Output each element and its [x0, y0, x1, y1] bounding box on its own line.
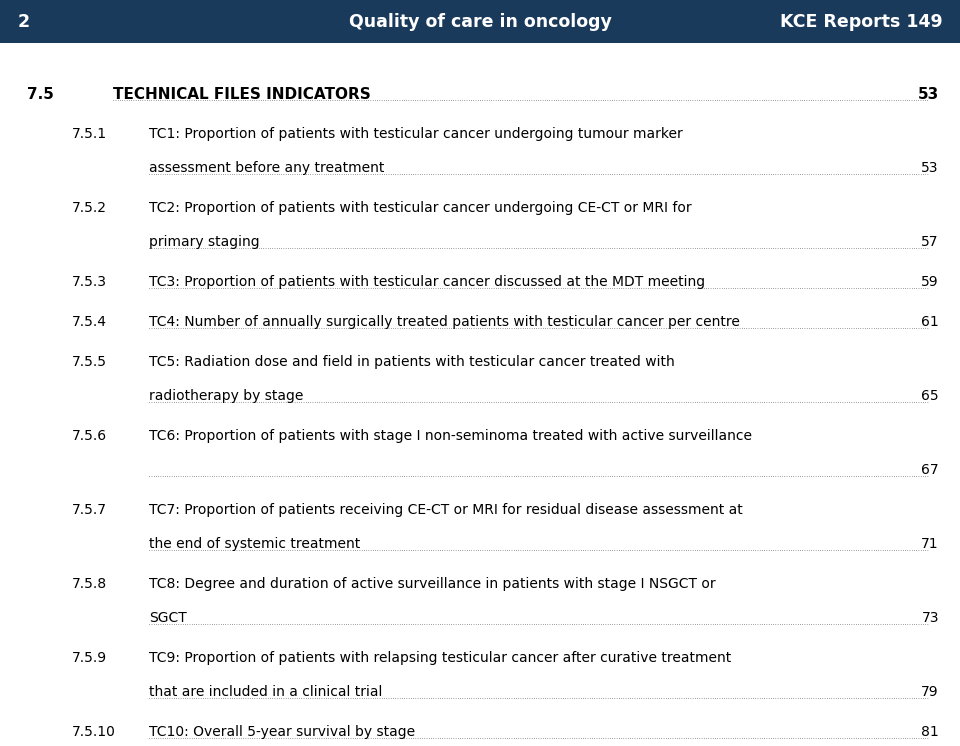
Text: 7.5.8: 7.5.8 — [72, 577, 108, 592]
Text: TC5: Radiation dose and field in patients with testicular cancer treated with: TC5: Radiation dose and field in patient… — [149, 355, 675, 369]
Text: 61: 61 — [922, 316, 939, 330]
Text: 7.5.5: 7.5.5 — [72, 355, 107, 369]
Text: TECHNICAL FILES INDICATORS: TECHNICAL FILES INDICATORS — [113, 87, 371, 102]
Text: 67: 67 — [922, 463, 939, 477]
Text: KCE Reports 149: KCE Reports 149 — [780, 13, 943, 31]
Text: 7.5: 7.5 — [27, 87, 54, 102]
Text: 73: 73 — [922, 612, 939, 625]
Text: 2: 2 — [17, 13, 30, 31]
Text: 65: 65 — [922, 389, 939, 404]
Text: TC10: Overall 5-year survival by stage: TC10: Overall 5-year survival by stage — [149, 725, 415, 739]
Text: assessment before any treatment: assessment before any treatment — [149, 161, 384, 175]
Bar — [0, 0, 960, 43]
Text: TC8: Degree and duration of active surveillance in patients with stage I NSGCT o: TC8: Degree and duration of active surve… — [149, 577, 715, 592]
Text: TC7: Proportion of patients receiving CE-CT or MRI for residual disease assessme: TC7: Proportion of patients receiving CE… — [149, 504, 742, 518]
Text: 79: 79 — [922, 686, 939, 699]
Text: 7.5.1: 7.5.1 — [72, 128, 108, 141]
Text: TC3: Proportion of patients with testicular cancer discussed at the MDT meeting: TC3: Proportion of patients with testicu… — [149, 275, 705, 289]
Text: TC6: Proportion of patients with stage I non-seminoma treated with active survei: TC6: Proportion of patients with stage I… — [149, 430, 752, 443]
Text: the end of systemic treatment: the end of systemic treatment — [149, 537, 360, 551]
Text: 7.5.10: 7.5.10 — [72, 725, 116, 739]
Text: TC1: Proportion of patients with testicular cancer undergoing tumour marker: TC1: Proportion of patients with testicu… — [149, 128, 683, 141]
Text: SGCT: SGCT — [149, 612, 186, 625]
Text: TC4: Number of annually surgically treated patients with testicular cancer per c: TC4: Number of annually surgically treat… — [149, 316, 739, 330]
Text: primary staging: primary staging — [149, 235, 259, 249]
Text: TC2: Proportion of patients with testicular cancer undergoing CE-CT or MRI for: TC2: Proportion of patients with testicu… — [149, 201, 691, 216]
Text: 7.5.9: 7.5.9 — [72, 651, 108, 665]
Text: Quality of care in oncology: Quality of care in oncology — [348, 13, 612, 31]
Text: 7.5.2: 7.5.2 — [72, 201, 107, 216]
Text: 71: 71 — [922, 537, 939, 551]
Text: TC9: Proportion of patients with relapsing testicular cancer after curative trea: TC9: Proportion of patients with relapsi… — [149, 651, 732, 665]
Text: 7.5.3: 7.5.3 — [72, 275, 107, 289]
Text: that are included in a clinical trial: that are included in a clinical trial — [149, 686, 382, 699]
Text: 59: 59 — [922, 275, 939, 289]
Text: 7.5.6: 7.5.6 — [72, 430, 108, 443]
Text: 7.5.4: 7.5.4 — [72, 316, 107, 330]
Text: 53: 53 — [922, 161, 939, 175]
Text: radiotherapy by stage: radiotherapy by stage — [149, 389, 303, 404]
Text: 53: 53 — [918, 87, 939, 102]
Text: 7.5.7: 7.5.7 — [72, 504, 107, 518]
Text: 57: 57 — [922, 235, 939, 249]
Text: 81: 81 — [922, 725, 939, 739]
